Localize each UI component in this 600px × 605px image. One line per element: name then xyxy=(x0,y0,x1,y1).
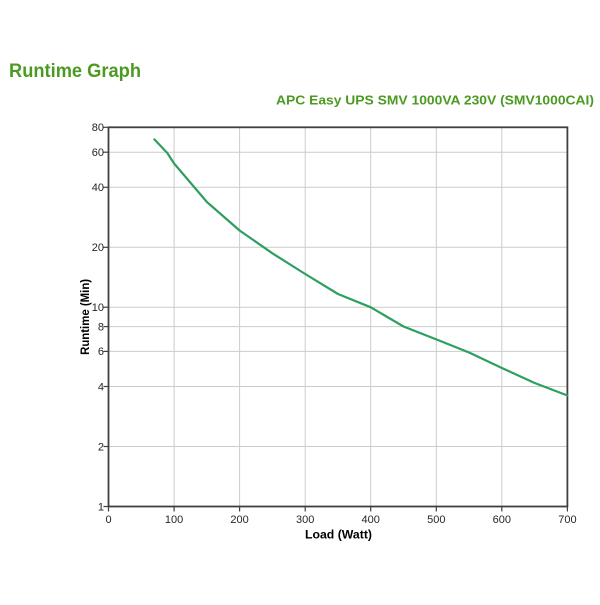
svg-text:2: 2 xyxy=(98,441,104,453)
svg-text:Runtime Graph: Runtime Graph xyxy=(9,61,141,82)
svg-text:80: 80 xyxy=(92,122,104,134)
svg-text:8: 8 xyxy=(98,321,104,333)
svg-text:300: 300 xyxy=(296,514,314,526)
svg-text:600: 600 xyxy=(493,514,511,526)
svg-text:0: 0 xyxy=(105,514,111,526)
svg-text:700: 700 xyxy=(558,514,576,526)
svg-text:10: 10 xyxy=(92,302,104,314)
svg-text:40: 40 xyxy=(92,182,104,194)
svg-text:20: 20 xyxy=(92,242,104,254)
svg-text:400: 400 xyxy=(362,514,380,526)
svg-text:100: 100 xyxy=(165,514,183,526)
svg-text:Runtime (Min): Runtime (Min) xyxy=(78,279,92,355)
svg-text:APC Easy UPS SMV 1000VA 230V (: APC Easy UPS SMV 1000VA 230V (SMV1000CAI… xyxy=(276,93,594,108)
svg-text:200: 200 xyxy=(230,514,248,526)
svg-text:1: 1 xyxy=(98,501,104,513)
svg-text:60: 60 xyxy=(92,147,104,159)
svg-text:500: 500 xyxy=(427,514,445,526)
svg-text:4: 4 xyxy=(98,381,104,393)
svg-text:Load (Watt): Load (Watt) xyxy=(305,528,372,542)
svg-text:6: 6 xyxy=(98,346,104,358)
